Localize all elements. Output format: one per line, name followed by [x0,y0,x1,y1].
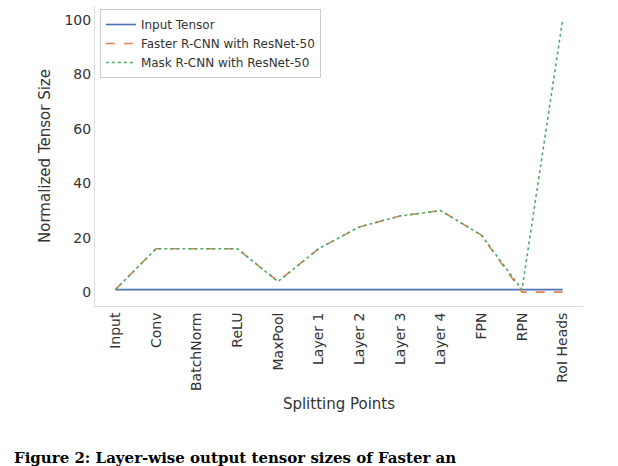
svg-text:20: 20 [73,230,91,246]
svg-text:Layer 1: Layer 1 [310,313,326,365]
svg-text:FPN: FPN [473,313,489,340]
svg-text:Mask R-CNN with ResNet-50: Mask R-CNN with ResNet-50 [141,56,309,70]
svg-text:60: 60 [73,121,91,137]
svg-text:RPN: RPN [514,313,530,342]
svg-text:Splitting Points: Splitting Points [283,395,395,413]
svg-text:40: 40 [73,175,91,191]
svg-text:0: 0 [82,284,91,300]
svg-text:80: 80 [73,66,91,82]
svg-text:Conv: Conv [148,313,164,349]
svg-text:Normalized Tensor Size: Normalized Tensor Size [36,69,54,243]
svg-text:Figure 2: Layer-wise output te: Figure 2: Layer-wise output tensor sizes… [14,449,456,466]
svg-text:BatchNorm: BatchNorm [188,313,204,391]
svg-text:Layer 4: Layer 4 [432,313,448,365]
svg-text:Input: Input [107,312,123,349]
svg-text:Input Tensor: Input Tensor [141,18,215,32]
svg-text:RoI Heads: RoI Heads [554,313,570,383]
svg-text:Layer 2: Layer 2 [351,313,367,365]
svg-text:Faster R-CNN with ResNet-50: Faster R-CNN with ResNet-50 [141,37,315,51]
svg-text:100: 100 [64,12,91,28]
svg-text:Layer 3: Layer 3 [392,313,408,365]
svg-text:MaxPool: MaxPool [270,313,286,371]
svg-text:ReLU: ReLU [229,313,245,348]
